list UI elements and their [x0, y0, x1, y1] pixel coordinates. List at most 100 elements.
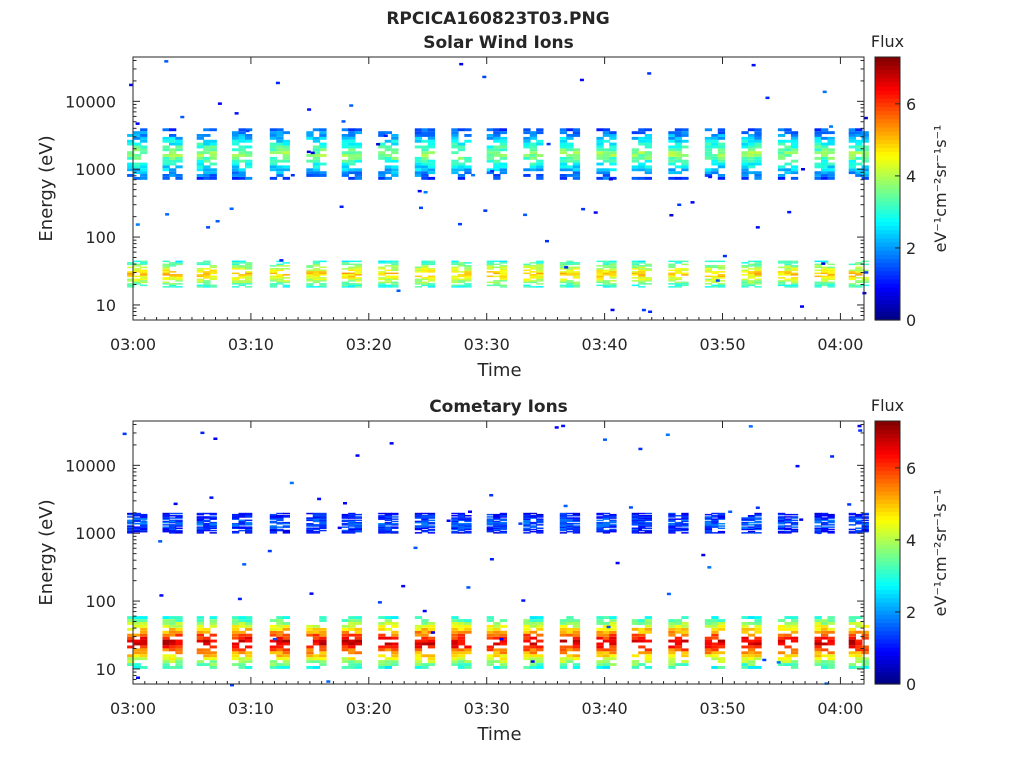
flux-cell [529, 156, 537, 160]
flux-cell [319, 616, 327, 619]
flux-cell [427, 283, 436, 285]
figure-title: RPCICA160823T03.PNG [386, 9, 609, 29]
flux-cell [572, 165, 581, 169]
flux-cell [348, 529, 356, 532]
flux-cell [704, 525, 713, 527]
flux-cell [717, 532, 726, 534]
flux-cell [499, 274, 507, 276]
flux-cell [674, 663, 683, 666]
flux-cell [559, 162, 568, 166]
flux-cell [245, 262, 253, 264]
flux-cell [821, 145, 829, 149]
flux-cell [747, 515, 756, 517]
flux-cell [566, 283, 574, 285]
flux-cell [341, 524, 349, 526]
flux-cell [644, 624, 652, 628]
flux-cell [704, 642, 713, 646]
flux-cell [741, 524, 749, 526]
flux-cell [848, 145, 856, 149]
flux-cell [741, 131, 749, 135]
flux-cell [203, 165, 211, 169]
flux-cell [596, 148, 604, 152]
flux-cell [169, 521, 177, 524]
flux-cell [711, 145, 719, 149]
flux-cell [609, 530, 617, 533]
flux-cell [276, 624, 284, 628]
flux-cell [421, 639, 429, 643]
flux-cell [631, 523, 639, 525]
flux-cell [827, 269, 835, 272]
flux-cell [631, 168, 639, 172]
colorbar-swatch [875, 610, 900, 615]
flux-cell [861, 645, 869, 649]
flux-cell [827, 513, 835, 516]
flux-cell [421, 530, 429, 533]
colorbar-swatch [875, 482, 900, 488]
flux-cell [162, 156, 170, 160]
flux-cell [312, 624, 321, 628]
flux-cell [162, 663, 170, 666]
flux-cell [602, 156, 611, 160]
flux-cell [784, 527, 792, 529]
flux-cell [232, 651, 240, 655]
flux-cell [490, 169, 495, 173]
flux-cell [572, 639, 581, 643]
flux-cell [196, 269, 204, 272]
flux-cell [848, 136, 856, 140]
flux-cell [341, 633, 349, 637]
flux-cell [784, 528, 792, 531]
flux-cell [631, 654, 639, 658]
flux-cell [486, 624, 494, 628]
flux-cell [282, 622, 290, 625]
colorbar-swatch [875, 192, 900, 198]
flux-cell [341, 666, 349, 669]
flux-cell [674, 642, 683, 646]
flux-cell [523, 619, 531, 622]
flux-cell [814, 134, 822, 137]
flux-cell [711, 281, 719, 284]
flux-cell [269, 528, 278, 531]
flux-cell [596, 272, 604, 275]
flux-cell [486, 275, 494, 278]
flux-cell [354, 284, 362, 287]
flux-cell [777, 642, 786, 646]
flux-cell [668, 651, 676, 655]
flux-cell [499, 131, 507, 135]
flux-cell [451, 515, 459, 517]
flux-cell [711, 171, 719, 175]
flux-cell [319, 269, 327, 272]
flux-cell [196, 268, 204, 270]
flux-cell [312, 139, 321, 143]
colorbar-swatch [875, 295, 900, 301]
flux-cell [341, 515, 349, 517]
flux-cell [464, 648, 472, 652]
flux-cell [269, 284, 278, 287]
flux-cell [523, 156, 531, 160]
flux-cell [717, 515, 726, 517]
flux-cell [140, 128, 148, 132]
flux-cell [523, 630, 531, 634]
flux-cell [140, 517, 148, 519]
flux-cell [245, 622, 253, 625]
flux-cell [245, 639, 253, 643]
flux-cell [169, 527, 177, 529]
flux-cell [572, 262, 581, 264]
flux-cell [319, 513, 327, 516]
flux-cell [602, 657, 611, 661]
flux-cell [245, 281, 253, 284]
flux-cell [638, 512, 646, 515]
flux-cell [602, 651, 611, 655]
flux-cell [175, 616, 183, 619]
flux-cell [175, 156, 183, 160]
flux-cell [499, 630, 507, 634]
flux-cell [827, 278, 835, 281]
flux-cell [140, 151, 148, 155]
flux-cell [282, 515, 290, 517]
flux-cell [354, 651, 362, 655]
flux-cell [140, 648, 148, 652]
flux-cell [827, 263, 835, 266]
flux-cell [378, 666, 386, 669]
flux-cell [391, 524, 399, 526]
flux-cell [391, 265, 399, 267]
colorbar-frame [874, 56, 901, 321]
